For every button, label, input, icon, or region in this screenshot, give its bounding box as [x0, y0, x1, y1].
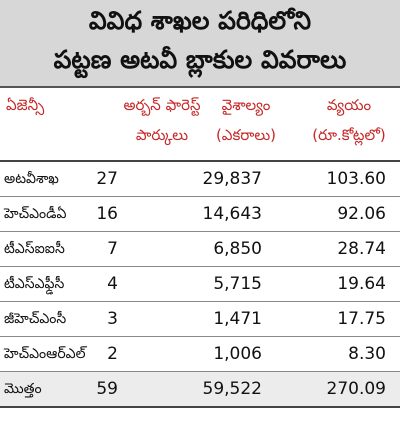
area-acres: 29,837 — [202, 169, 262, 189]
agency-name: హెచ్ఎంఆర్ఎల్ — [4, 346, 86, 362]
table-header: ఏజెన్సీ అర్బన్ ఫారెస్ట్ పార్కులు వైశాల్య… — [0, 88, 400, 162]
area-acres: 6,850 — [213, 239, 262, 259]
total-parks: 59 — [96, 379, 118, 399]
parks-count: 16 — [96, 204, 118, 224]
title-banner: వివిధ శాఖల పరిధిలోని పట్టణ అటవీ బ్లాకుల … — [0, 0, 400, 88]
agency-name: హెచ్ఎండీఏ — [4, 206, 67, 222]
cost-crores: 19.64 — [337, 274, 386, 294]
header-parks-line-1: అర్బన్ ఫారెస్ట్ — [123, 96, 201, 114]
area-acres: 5,715 — [213, 274, 262, 294]
area-acres: 1,006 — [213, 344, 262, 364]
parks-count: 4 — [107, 274, 118, 294]
cost-crores: 28.74 — [337, 239, 386, 259]
header-area-line-1: వైశాల్యం — [221, 96, 271, 114]
cost-crores: 103.60 — [326, 169, 386, 189]
header-agency-label: ఏజెన్సీ — [6, 96, 45, 114]
title-line-1: వివిధ శాఖల పరిధిలోని — [88, 6, 312, 35]
agency-name: టీఎస్ఎఫ్డీసీ — [4, 276, 65, 292]
header-cost-line-2: (రూ.కోట్లలో) — [312, 126, 386, 144]
area-acres: 1,471 — [213, 309, 262, 329]
header-parks-line-2: పార్కులు — [135, 126, 189, 144]
data-table: ఏజెన్సీ అర్బన్ ఫారెస్ట్ పార్కులు వైశాల్య… — [0, 88, 400, 408]
cost-crores: 92.06 — [337, 204, 386, 224]
table-row: జీహెచ్ఎంసీ 3 1,471 17.75 — [0, 302, 400, 337]
total-label: మొత్తం — [4, 381, 42, 397]
header-area-line-2: (ఎకరాలు) — [215, 126, 277, 144]
cost-crores: 8.30 — [348, 344, 386, 364]
header-area: వైశాల్యం (ఎకరాలు) — [184, 94, 308, 146]
total-area: 59,522 — [202, 379, 262, 399]
parks-count: 27 — [96, 169, 118, 189]
parks-count: 7 — [107, 239, 118, 259]
header-cost-line-1: వ్యయం — [326, 96, 372, 114]
header-parks: అర్బన్ ఫారెస్ట్ పార్కులు — [103, 94, 221, 146]
table-row: టీఎస్ఐఐసీ 7 6,850 28.74 — [0, 232, 400, 267]
header-cost: వ్యయం (రూ.కోట్లలో) — [298, 94, 400, 146]
agency-name: జీహెచ్ఎంసీ — [4, 311, 67, 327]
table-row: టీఎస్ఎఫ్డీసీ 4 5,715 19.64 — [0, 267, 400, 302]
area-acres: 14,643 — [202, 204, 262, 224]
total-cost: 270.09 — [326, 379, 386, 399]
parks-count: 2 — [107, 344, 118, 364]
table-row: అటవీశాఖ 27 29,837 103.60 — [0, 162, 400, 197]
parks-count: 3 — [107, 309, 118, 329]
header-agency: ఏజెన్సీ — [6, 94, 44, 116]
table-row: హెచ్ఎండీఏ 16 14,643 92.06 — [0, 197, 400, 232]
cost-crores: 17.75 — [337, 309, 386, 329]
agency-name: టీఎస్ఐఐసీ — [4, 241, 65, 257]
agency-name: అటవీశాఖ — [4, 171, 59, 187]
table-row: హెచ్ఎంఆర్ఎల్ 2 1,006 8.30 — [0, 337, 400, 372]
total-row: మొత్తం 59 59,522 270.09 — [0, 372, 400, 408]
title-line-2: పట్టణ అటవీ బ్లాకుల వివరాలు — [53, 45, 347, 74]
